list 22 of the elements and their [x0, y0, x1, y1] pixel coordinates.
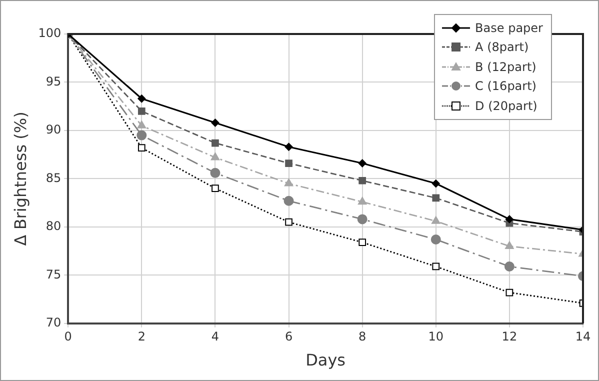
x-tick-label: 8 [358, 330, 366, 344]
legend-label: D (20part) [475, 98, 538, 113]
x-tick-label: 2 [138, 330, 146, 344]
legend-label: B (12part) [475, 60, 536, 74]
y-tick-label: 90 [46, 122, 62, 137]
y-axis-title: Δ Brightness (%) [10, 112, 30, 246]
y-tick-label: 95 [46, 74, 62, 88]
x-tick-label: 12 [502, 330, 518, 344]
y-tick-label: 100 [38, 26, 62, 40]
y-tick-label: 75 [46, 267, 62, 282]
x-tick-label: 10 [428, 330, 444, 344]
legend-label: A (8part) [475, 40, 529, 54]
y-tick-label: 80 [46, 219, 62, 234]
y-tick-label: 70 [46, 316, 62, 330]
x-tick-label: 6 [284, 330, 293, 344]
legend-label: C (16part) [475, 79, 536, 94]
x-tick-label: 0 [64, 330, 72, 344]
x-tick-label: 14 [575, 330, 591, 344]
x-axis-title: Days [306, 350, 346, 370]
y-tick-label: 85 [46, 170, 62, 185]
x-tick-label: 4 [211, 330, 220, 344]
legend-label: Base paper [475, 20, 543, 35]
